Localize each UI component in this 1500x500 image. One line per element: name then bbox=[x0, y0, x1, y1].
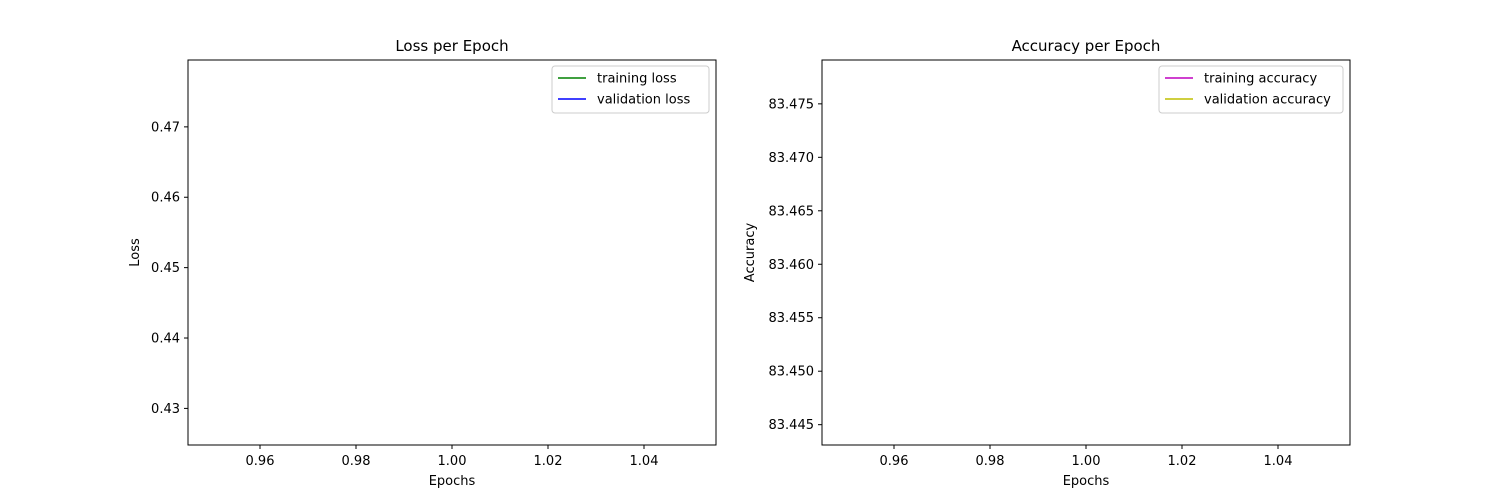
chart1-y-tick-label: 0.47 bbox=[151, 120, 180, 135]
chart1-y-tick-label: 0.44 bbox=[151, 332, 180, 347]
chart1-x-tick-label: 0.98 bbox=[342, 454, 371, 469]
chart1-y-tick-label: 0.46 bbox=[151, 191, 180, 206]
chart2-x-tick-label: 0.98 bbox=[976, 454, 1005, 469]
chart2-x-tick-label: 0.96 bbox=[880, 454, 909, 469]
chart2-legend-label: training accuracy bbox=[1204, 72, 1317, 87]
chart2-title: Accuracy per Epoch bbox=[1012, 37, 1161, 55]
chart1-x-tick-label: 1.02 bbox=[534, 454, 563, 469]
chart2-x-tick-label: 1.02 bbox=[1168, 454, 1197, 469]
chart2-panel: Accuracy per Epoch 0.96 0.98 1.00 1.02 1.04 83… bbox=[743, 37, 1351, 489]
chart1-x-axis-label: Epochs bbox=[429, 474, 476, 489]
chart1-x-tick-label: 1.00 bbox=[438, 454, 467, 469]
chart2-y-tick-label: 83.445 bbox=[769, 418, 815, 433]
chart1-y-tick-label: 0.43 bbox=[151, 402, 180, 417]
chart2-y-tick-label: 83.465 bbox=[769, 204, 815, 219]
chart2-y-tick-label: 83.470 bbox=[769, 151, 815, 166]
chart2-x-axis-label: Epochs bbox=[1063, 474, 1110, 489]
chart1-x-tick-label: 0.96 bbox=[246, 454, 275, 469]
chart1-plot-area bbox=[187, 59, 717, 446]
chart1-x-tick-label: 1.04 bbox=[630, 454, 659, 469]
chart2-x-tick-label: 1.04 bbox=[1264, 454, 1293, 469]
chart1-title: Loss per Epoch bbox=[395, 37, 508, 55]
chart1-y-axis-label: Loss bbox=[128, 238, 143, 267]
chart2-legend bbox=[1158, 65, 1344, 114]
chart1-legend bbox=[551, 65, 710, 114]
chart2-y-axis-label: Accuracy bbox=[743, 223, 758, 283]
chart2-y-tick-label: 83.475 bbox=[769, 97, 815, 112]
chart1-panel: Loss per Epoch 0.96 0.98 1.00 1.02 1.04 0.43 0.… bbox=[128, 37, 717, 489]
chart2-y-tick-label: 83.450 bbox=[769, 365, 815, 380]
chart2-x-tick-label: 1.00 bbox=[1072, 454, 1101, 469]
chart1-y-tick-label: 0.45 bbox=[151, 261, 180, 276]
chart2-y-tick-label: 83.455 bbox=[769, 311, 815, 326]
chart2-plot-area bbox=[821, 59, 1351, 446]
chart1-legend-label: training loss bbox=[597, 72, 677, 87]
chart2-y-tick-label: 83.460 bbox=[769, 258, 815, 273]
chart1-legend-label: validation loss bbox=[597, 93, 690, 108]
chart2-legend-label: validation accuracy bbox=[1204, 93, 1331, 108]
